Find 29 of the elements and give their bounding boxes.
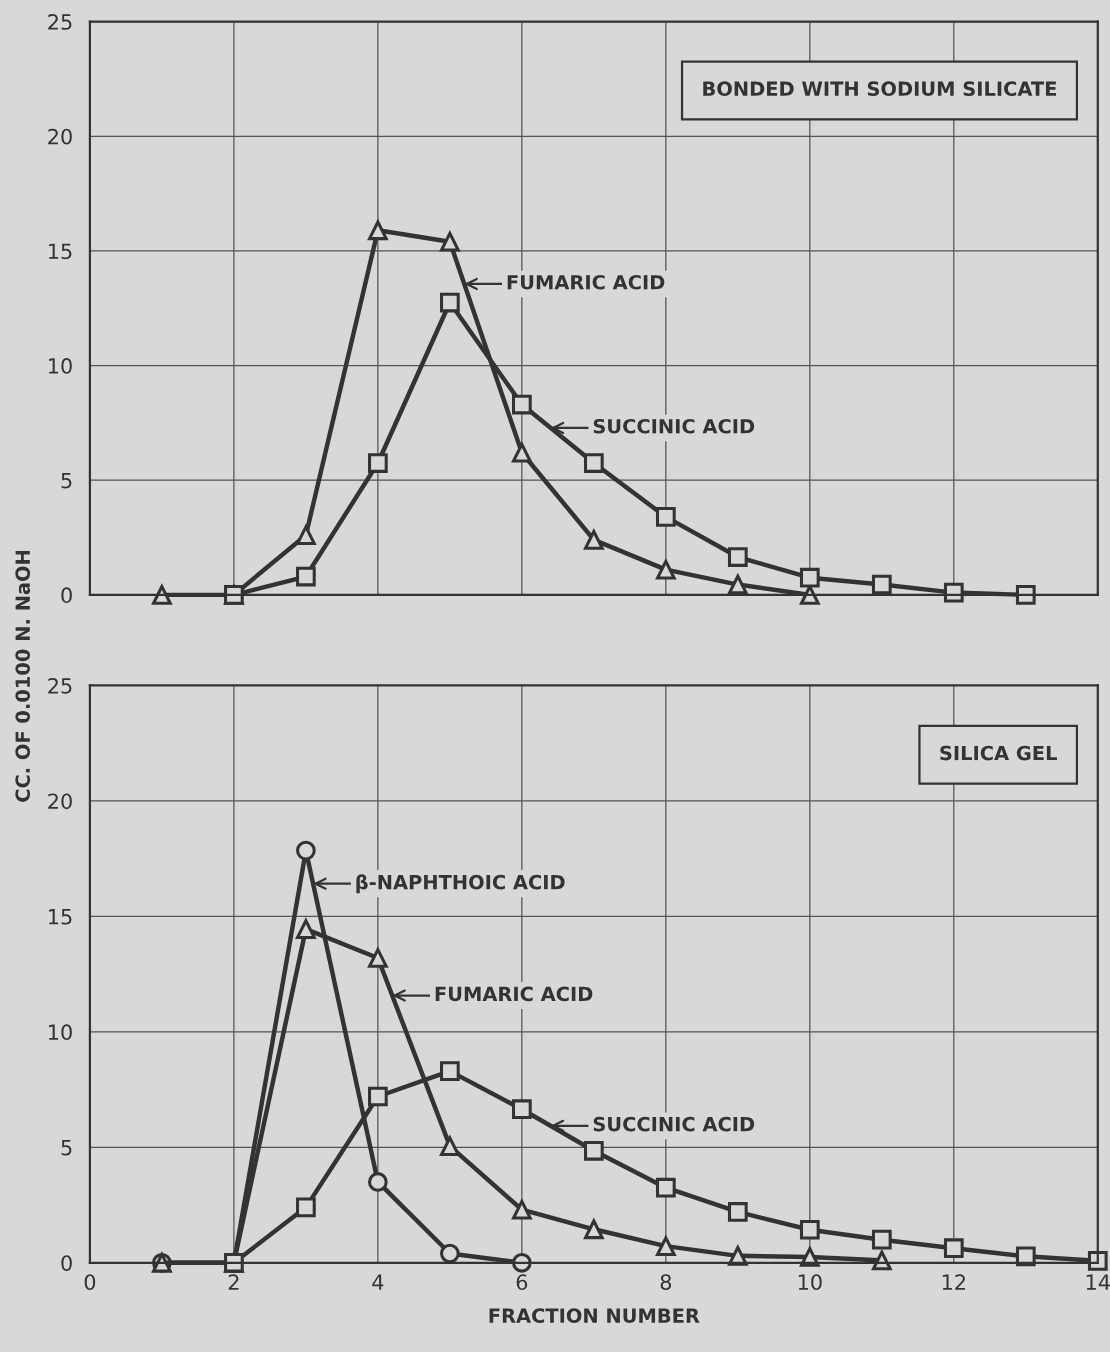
x-tick-label: 0	[84, 1274, 96, 1291]
y-axis-title: CC. OF 0.0100 N. NaOH	[15, 550, 31, 802]
annotation: FUMARIC ACID	[435, 986, 593, 1002]
y-tick-label: 10	[49, 1024, 72, 1041]
y-tick-label: 20	[48, 128, 72, 145]
y-tick-label: 10	[49, 358, 72, 374]
annotation: SUCCINIC ACID	[593, 1116, 755, 1132]
y-tick-label: 20	[48, 793, 72, 810]
y-tick-label: 0	[61, 587, 72, 604]
x-tick-label: 8	[660, 1274, 672, 1291]
x-axis-title: FRACTION NUMBER	[489, 1308, 700, 1323]
text: BONDED WITH SODIUM SILICATE	[703, 81, 1057, 97]
annotation: FUMARIC ACID	[507, 274, 665, 290]
y-tick-label: 25	[48, 677, 72, 694]
x-tick-label: 4	[372, 1274, 384, 1290]
y-tick-label: 5	[61, 472, 72, 489]
x-tick-label: 2	[228, 1274, 239, 1290]
y-tick-label: 15	[49, 243, 72, 260]
x-tick-label: 12	[942, 1274, 965, 1290]
y-tick-label: 25	[48, 14, 72, 30]
annotation: SUCCINIC ACID	[593, 418, 755, 434]
y-tick-label: 15	[49, 909, 72, 925]
y-tick-label: 0	[61, 1255, 72, 1271]
x-tick-label: 6	[516, 1274, 528, 1291]
x-tick-label: 10	[798, 1274, 822, 1291]
x-tick-label: 14	[1086, 1274, 1110, 1290]
annotation: β-NAPHTHOIC ACID	[356, 874, 565, 894]
text: SILICA GEL	[940, 745, 1057, 761]
y-tick-label: 5	[61, 1140, 72, 1156]
